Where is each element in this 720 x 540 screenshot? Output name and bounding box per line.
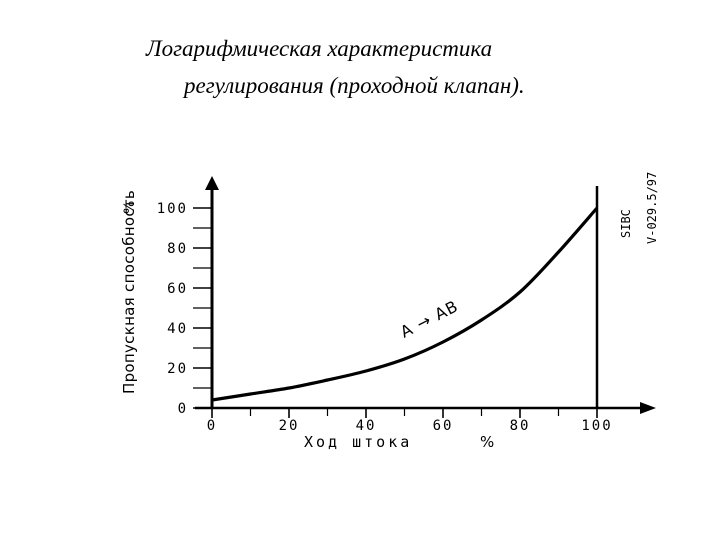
- y-tick-label: 60: [167, 281, 188, 297]
- title-line-2: регулирования (проходной клапан).: [184, 73, 525, 98]
- title-line-1: Логарифмическая характеристика: [146, 36, 493, 61]
- x-axis-label: Ход штока: [304, 433, 412, 451]
- y-axis-unit: %: [122, 201, 138, 214]
- y-tick-label: 0: [178, 401, 188, 417]
- x-tick-label: 40: [356, 418, 377, 434]
- y-minor-ticks: [193, 227, 212, 389]
- y-tick-label: 80: [167, 241, 188, 257]
- side-text-top: SIBC: [619, 209, 633, 238]
- x-tick-label: 100: [581, 418, 612, 434]
- y-tick-label: 40: [167, 321, 188, 337]
- series-label-a-ab: A → AB: [397, 296, 461, 341]
- x-tick-labels: 0 20 40 60 80 100: [207, 408, 612, 434]
- x-axis-arrow: [640, 402, 656, 414]
- x-tick-label: 20: [279, 418, 300, 434]
- series-line-a-ab: [211, 206, 599, 402]
- axes: [195, 176, 656, 414]
- y-tick-labels: 0 20 40 60 80 100: [157, 201, 212, 417]
- x-tick-label: 80: [510, 418, 531, 434]
- y-tick-label: 100: [157, 201, 188, 217]
- y-axis-label: Пропускная способность: [120, 190, 138, 394]
- side-text-bottom: V-029.5/97: [645, 172, 659, 244]
- x-minor-ticks: [249, 408, 560, 416]
- x-tick-label: 0: [207, 418, 217, 434]
- y-axis-arrow: [205, 176, 219, 190]
- y-tick-label: 20: [167, 361, 188, 377]
- x-axis-unit: %: [480, 433, 494, 451]
- x-tick-label: 60: [433, 418, 454, 434]
